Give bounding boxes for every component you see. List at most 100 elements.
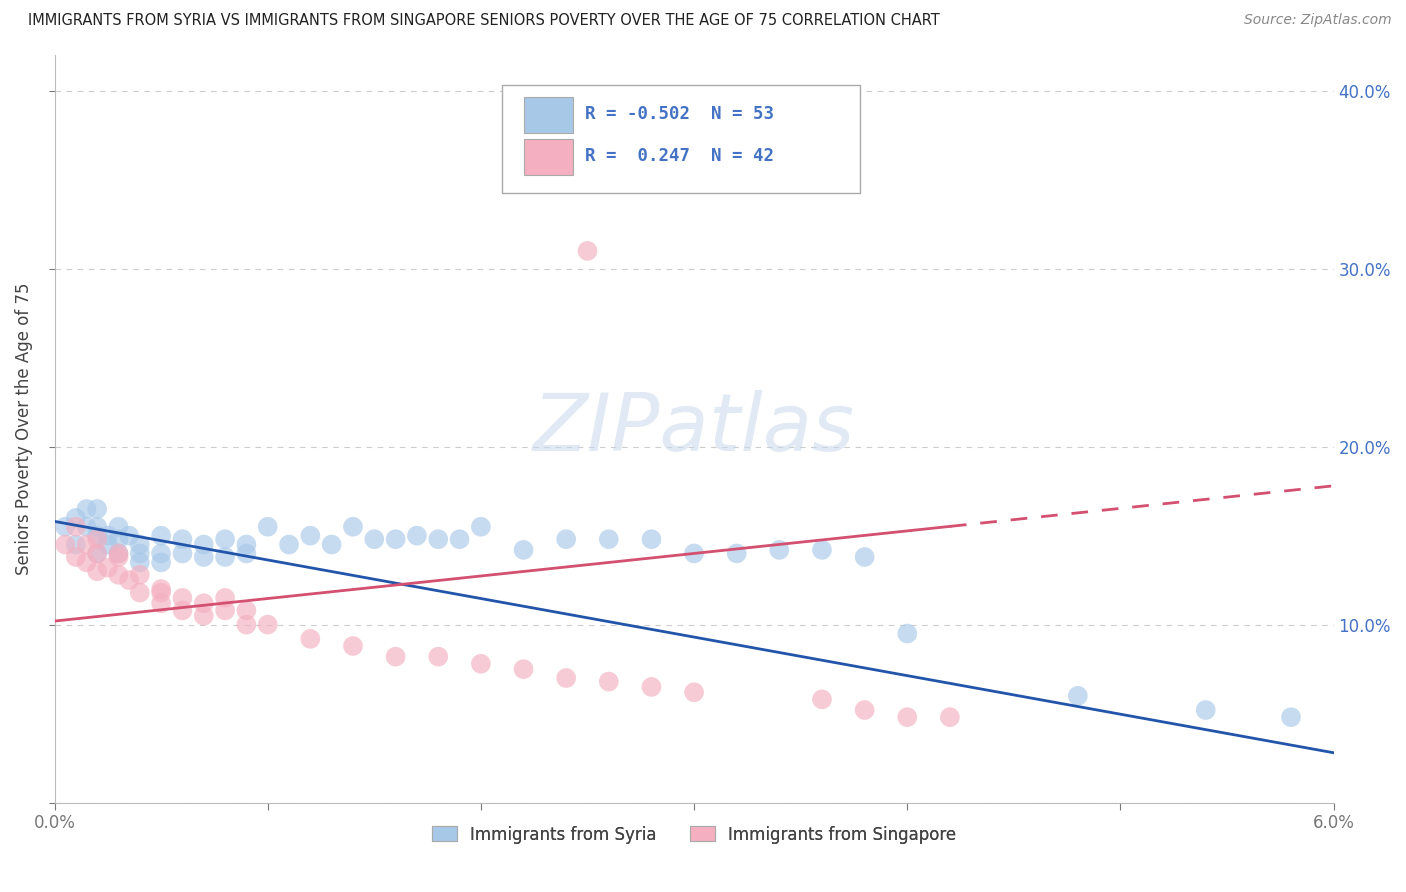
Point	[896, 710, 918, 724]
Point	[214, 591, 236, 605]
Point	[470, 657, 492, 671]
Point	[768, 542, 790, 557]
Point	[172, 546, 194, 560]
Point	[172, 591, 194, 605]
Point	[256, 617, 278, 632]
Point	[427, 532, 450, 546]
Point	[150, 546, 173, 560]
Point	[150, 582, 173, 596]
FancyBboxPatch shape	[502, 85, 860, 194]
Text: R = -0.502  N = 53: R = -0.502 N = 53	[585, 105, 775, 123]
Point	[256, 520, 278, 534]
Point	[1195, 703, 1218, 717]
Text: ZIPatlas: ZIPatlas	[533, 390, 855, 468]
Point	[193, 537, 215, 551]
Point	[278, 537, 301, 551]
Point	[299, 529, 322, 543]
Point	[214, 532, 236, 546]
Point	[97, 537, 120, 551]
Point	[107, 549, 129, 564]
Point	[86, 564, 108, 578]
Point	[65, 537, 87, 551]
Point	[811, 692, 834, 706]
Point	[193, 549, 215, 564]
Point	[128, 546, 150, 560]
Point	[470, 520, 492, 534]
Point	[53, 537, 76, 551]
Text: IMMIGRANTS FROM SYRIA VS IMMIGRANTS FROM SINGAPORE SENIORS POVERTY OVER THE AGE : IMMIGRANTS FROM SYRIA VS IMMIGRANTS FROM…	[28, 13, 939, 29]
Point	[363, 532, 385, 546]
Point	[86, 546, 108, 560]
Point	[150, 596, 173, 610]
Point	[65, 511, 87, 525]
Point	[896, 626, 918, 640]
Point	[512, 662, 534, 676]
Point	[128, 585, 150, 599]
Point	[299, 632, 322, 646]
Point	[1279, 710, 1302, 724]
Point	[853, 703, 876, 717]
Point	[321, 537, 343, 551]
Point	[118, 573, 141, 587]
Point	[128, 567, 150, 582]
Point	[235, 603, 257, 617]
Point	[342, 520, 364, 534]
Point	[725, 546, 748, 560]
Point	[576, 244, 599, 258]
Point	[53, 520, 76, 534]
Point	[107, 567, 129, 582]
Point	[107, 520, 129, 534]
Point	[384, 649, 406, 664]
Y-axis label: Seniors Poverty Over the Age of 75: Seniors Poverty Over the Age of 75	[15, 283, 32, 575]
Point	[128, 555, 150, 569]
Point	[65, 520, 87, 534]
Point	[640, 532, 662, 546]
Point	[97, 560, 120, 574]
Point	[853, 549, 876, 564]
Point	[86, 532, 108, 546]
Point	[939, 710, 962, 724]
Point	[214, 549, 236, 564]
Point	[107, 532, 129, 546]
Point	[342, 639, 364, 653]
Point	[193, 596, 215, 610]
Point	[86, 502, 108, 516]
Point	[235, 537, 257, 551]
Point	[512, 542, 534, 557]
Point	[86, 546, 108, 560]
Point	[76, 537, 98, 551]
Text: Source: ZipAtlas.com: Source: ZipAtlas.com	[1244, 13, 1392, 28]
Point	[172, 532, 194, 546]
Point	[76, 502, 98, 516]
Point	[214, 603, 236, 617]
Point	[235, 617, 257, 632]
Point	[150, 585, 173, 599]
Point	[449, 532, 471, 546]
Point	[76, 520, 98, 534]
Point	[97, 529, 120, 543]
Point	[598, 532, 620, 546]
Point	[427, 649, 450, 664]
Point	[172, 603, 194, 617]
Point	[811, 542, 834, 557]
Point	[76, 555, 98, 569]
Point	[598, 674, 620, 689]
Point	[683, 685, 706, 699]
Legend: Immigrants from Syria, Immigrants from Singapore: Immigrants from Syria, Immigrants from S…	[425, 819, 963, 850]
Point	[86, 529, 108, 543]
Point	[555, 532, 578, 546]
Point	[86, 520, 108, 534]
Point	[640, 680, 662, 694]
Point	[128, 537, 150, 551]
Point	[406, 529, 429, 543]
Point	[107, 546, 129, 560]
Point	[118, 529, 141, 543]
Text: R =  0.247  N = 42: R = 0.247 N = 42	[585, 147, 775, 165]
Point	[384, 532, 406, 546]
FancyBboxPatch shape	[524, 97, 572, 133]
Point	[107, 546, 129, 560]
Point	[150, 555, 173, 569]
Point	[150, 529, 173, 543]
Point	[65, 549, 87, 564]
Point	[1067, 689, 1090, 703]
